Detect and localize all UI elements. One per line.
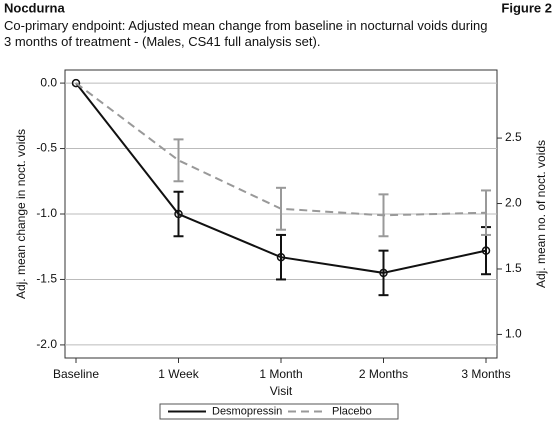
point — [71, 78, 81, 88]
error-bar — [276, 186, 286, 231]
legend-label: Placebo — [332, 405, 372, 417]
x-tick-label: 2 Months — [359, 367, 408, 381]
x-tick-label: Baseline — [53, 367, 99, 381]
y-axis-title: Adj. mean change in noct. voids — [14, 129, 28, 299]
y-tick-label: -2.0 — [36, 337, 57, 351]
error-bar — [173, 138, 184, 183]
point — [276, 252, 286, 262]
error-bar — [276, 233, 286, 281]
point — [379, 268, 388, 278]
y-tick-label: -0.5 — [36, 141, 57, 155]
y2-axis-title: Adj. mean no. of noct. voids — [534, 140, 548, 288]
point — [174, 209, 183, 219]
y-tick-label: 0.0 — [40, 75, 57, 89]
y2-tick-label: 2.0 — [505, 196, 522, 210]
figure-label: Figure 2 — [501, 0, 552, 15]
x-tick-label: 1 Week — [158, 367, 199, 381]
chart-title: Co-primary endpoint: Adjusted mean chang… — [4, 18, 487, 49]
y-tick-label: -1.5 — [36, 272, 57, 286]
brand: Nocdurna — [4, 0, 65, 15]
error-bar — [481, 189, 491, 236]
error-bar — [378, 193, 389, 238]
y-tick-label: -1.0 — [36, 206, 57, 220]
error-bar — [378, 249, 389, 297]
y2-tick-label: 1.5 — [505, 261, 522, 275]
x-tick-label: 1 Month — [259, 367, 302, 381]
legend-box — [159, 403, 399, 420]
error-bar — [173, 190, 184, 238]
legend-label: Desmopressin — [212, 405, 282, 417]
x-tick-label: 3 Months — [461, 367, 510, 381]
x-axis-title: Visit — [270, 384, 293, 398]
point — [481, 246, 491, 255]
y2-tick-label: 1.0 — [505, 327, 522, 341]
y2-tick-label: 2.5 — [505, 130, 522, 144]
